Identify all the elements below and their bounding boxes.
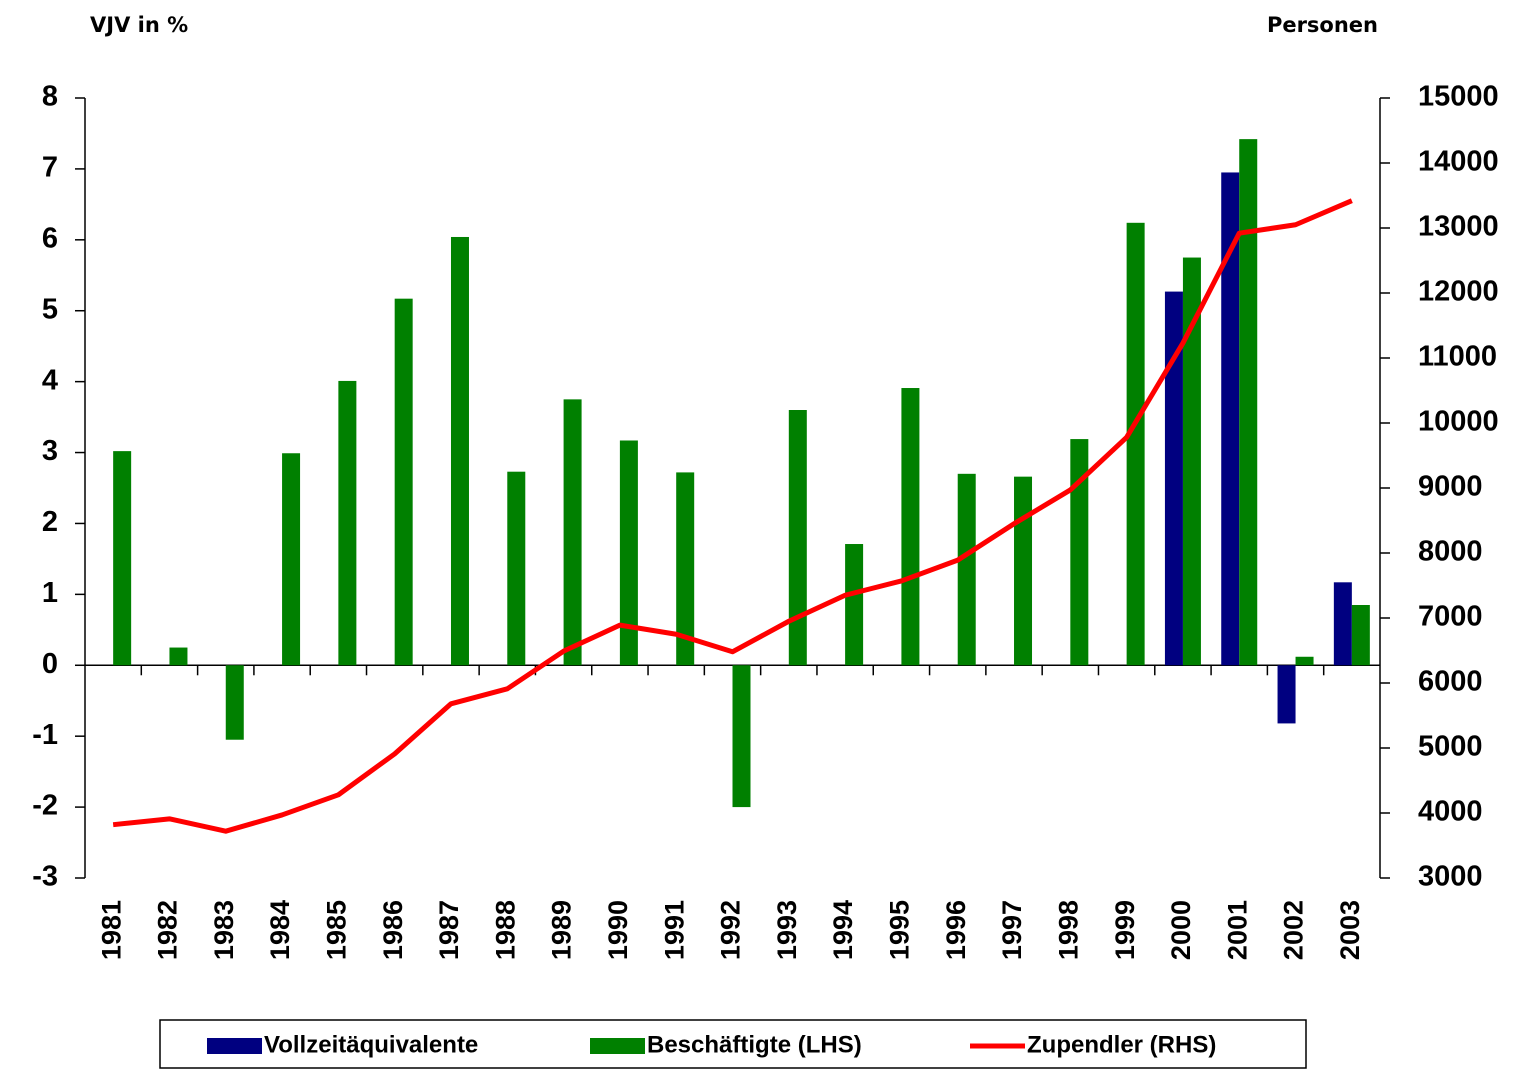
y-tick-label: 5 (42, 293, 58, 325)
y-tick-label: -3 (32, 861, 58, 893)
x-tick-label: 1994 (828, 900, 858, 960)
bar (169, 647, 188, 666)
bar (338, 380, 357, 666)
x-tick-label: 1987 (434, 900, 464, 960)
y-tick-label: 8 (42, 81, 58, 113)
bar (507, 471, 526, 666)
bar (563, 399, 582, 666)
y-tick-label: 1 (42, 577, 58, 609)
x-tick-label: 2000 (1166, 900, 1196, 960)
bar (1295, 656, 1314, 666)
bar (1070, 439, 1089, 666)
bar (450, 236, 469, 666)
y2-tick-label: 9000 (1418, 471, 1483, 503)
y-tick-label: -1 (32, 719, 58, 751)
bar (901, 388, 920, 666)
y-tick-label: 2 (42, 506, 58, 538)
bar (1333, 582, 1352, 666)
legend-swatch (590, 1038, 645, 1054)
y2-tick-label: 14000 (1418, 146, 1499, 178)
y-tick-label: 0 (42, 648, 58, 680)
legend-box (159, 1019, 1307, 1069)
y-tick-label: 6 (42, 222, 58, 254)
x-tick-label: 2002 (1279, 900, 1309, 960)
bar (1164, 291, 1183, 666)
y2-tick-label: 3000 (1418, 861, 1483, 893)
y2-tick-label: 13000 (1418, 211, 1499, 243)
x-tick-label: 1998 (1053, 900, 1083, 960)
x-tick-label: 1990 (603, 900, 633, 960)
x-tick-label: 1981 (96, 900, 126, 960)
y2-tick-label: 8000 (1418, 536, 1483, 568)
bar (676, 472, 695, 666)
x-tick-label: 1996 (941, 900, 971, 960)
bar (619, 440, 638, 666)
y2-tick-label: 12000 (1418, 276, 1499, 308)
x-tick-label: 1984 (265, 900, 295, 960)
line (112, 198, 1353, 834)
legend-label: Vollzeitäquivalente (264, 1031, 478, 1058)
y2-tick-label: 15000 (1418, 81, 1499, 113)
x-tick-label: 1991 (659, 900, 689, 960)
legend-label: Beschäftigte (LHS) (647, 1031, 862, 1058)
y2-axis-label: Personen (1267, 13, 1378, 37)
bar (1182, 257, 1201, 666)
y-tick-label: 3 (42, 435, 58, 467)
x-tick-label: 1993 (772, 900, 802, 960)
bar (1014, 476, 1033, 666)
x-tick-label: 1989 (547, 900, 577, 960)
bar (1221, 172, 1240, 666)
bar (732, 665, 751, 808)
bar (957, 473, 976, 666)
x-tick-label: 1995 (885, 900, 915, 960)
legend-label: Zupendler (RHS) (1027, 1031, 1216, 1058)
bar (788, 410, 807, 666)
y2-tick-label: 6000 (1418, 666, 1483, 698)
y-axis-label: VJV in % (90, 13, 188, 37)
x-tick-label: 1992 (716, 900, 746, 960)
y2-tick-label: 5000 (1418, 731, 1483, 763)
bar (225, 665, 244, 740)
x-tick-label: 1985 (321, 900, 351, 960)
x-tick-label: 1986 (378, 900, 408, 960)
x-tick-label: 1982 (153, 900, 183, 960)
bar (394, 298, 413, 666)
y2-tick-label: 11000 (1418, 341, 1497, 373)
y2-tick-label: 7000 (1418, 601, 1483, 633)
bar (1239, 139, 1258, 666)
x-tick-label: 2001 (1222, 900, 1252, 960)
bar (1126, 222, 1145, 666)
bar (282, 453, 301, 666)
bar (113, 451, 132, 666)
y2-tick-label: 10000 (1418, 406, 1499, 438)
x-tick-label: 2003 (1335, 900, 1365, 960)
y2-tick-label: 4000 (1418, 796, 1483, 828)
bar (845, 544, 864, 666)
x-tick-label: 1997 (997, 900, 1027, 960)
bar (1277, 665, 1296, 724)
bar (1351, 605, 1370, 666)
y-tick-label: -2 (32, 790, 58, 822)
y-tick-label: 7 (42, 152, 58, 184)
x-tick-label: 1999 (1110, 900, 1140, 960)
legend-swatch (207, 1038, 262, 1054)
x-tick-label: 1983 (209, 900, 239, 960)
x-tick-label: 1988 (490, 900, 520, 960)
y-tick-label: 4 (42, 364, 58, 396)
